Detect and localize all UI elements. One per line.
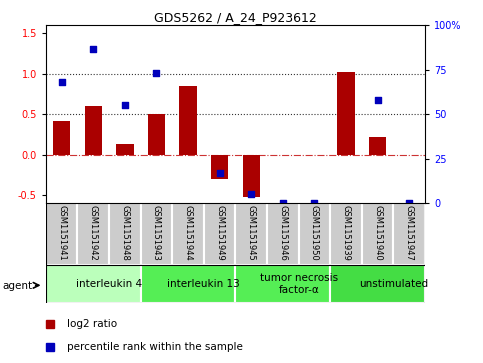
Point — [153, 70, 160, 76]
Point — [405, 200, 413, 206]
Text: GSM1151946: GSM1151946 — [278, 205, 287, 261]
Bar — [53, 121, 71, 155]
Bar — [77, 203, 109, 265]
Bar — [236, 265, 330, 303]
Point — [216, 170, 224, 176]
Text: log2 ratio: log2 ratio — [67, 319, 117, 329]
Bar — [46, 265, 141, 303]
Bar — [211, 155, 228, 179]
Bar — [369, 137, 386, 155]
Text: GSM1151945: GSM1151945 — [247, 205, 256, 261]
Text: GSM1151949: GSM1151949 — [215, 205, 224, 261]
Bar — [330, 203, 362, 265]
Text: interleukin 13: interleukin 13 — [168, 279, 240, 289]
Bar — [141, 265, 236, 303]
Text: GSM1151941: GSM1151941 — [57, 205, 66, 261]
Bar — [242, 155, 260, 197]
Text: unstimulated: unstimulated — [359, 279, 428, 289]
Text: GSM1151950: GSM1151950 — [310, 205, 319, 261]
Bar — [236, 203, 267, 265]
Point — [374, 97, 382, 103]
Bar — [394, 203, 425, 265]
Point — [247, 191, 255, 197]
Bar — [109, 203, 141, 265]
Bar — [148, 114, 165, 155]
Point — [184, 13, 192, 19]
Point — [279, 200, 287, 206]
Bar — [116, 144, 134, 155]
Text: tumor necrosis
factor-α: tumor necrosis factor-α — [259, 273, 338, 295]
Bar — [337, 72, 355, 155]
Title: GDS5262 / A_24_P923612: GDS5262 / A_24_P923612 — [154, 11, 317, 24]
Text: GSM1151942: GSM1151942 — [89, 205, 98, 261]
Point — [311, 200, 318, 206]
Point — [121, 102, 129, 108]
Text: GSM1151939: GSM1151939 — [341, 205, 351, 261]
Bar — [85, 106, 102, 155]
Text: agent: agent — [2, 281, 32, 291]
Bar — [298, 203, 330, 265]
Point — [89, 46, 97, 52]
Bar — [204, 203, 236, 265]
Text: GSM1151948: GSM1151948 — [120, 205, 129, 261]
Text: percentile rank within the sample: percentile rank within the sample — [67, 342, 242, 352]
Text: GSM1151944: GSM1151944 — [184, 205, 193, 261]
Bar — [179, 86, 197, 155]
Text: GSM1151947: GSM1151947 — [405, 205, 414, 261]
Text: interleukin 4: interleukin 4 — [76, 279, 142, 289]
Bar — [362, 203, 394, 265]
Bar — [330, 265, 425, 303]
Point — [58, 79, 66, 85]
Bar — [46, 203, 77, 265]
Bar — [267, 203, 298, 265]
Text: GSM1151940: GSM1151940 — [373, 205, 382, 261]
Bar — [172, 203, 204, 265]
Bar — [141, 203, 172, 265]
Text: GSM1151943: GSM1151943 — [152, 205, 161, 261]
